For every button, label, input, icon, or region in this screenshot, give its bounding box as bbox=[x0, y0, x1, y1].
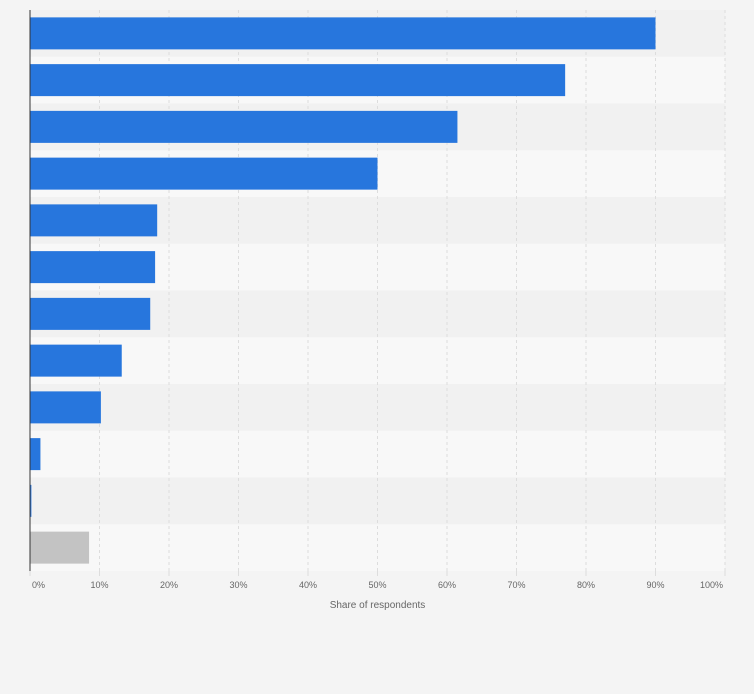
bar bbox=[30, 204, 158, 237]
x-tick-label: 90% bbox=[646, 580, 664, 590]
x-tick-label: 80% bbox=[577, 580, 595, 590]
x-axis-title: Share of respondents bbox=[330, 600, 426, 611]
x-tick-label: 40% bbox=[299, 580, 317, 590]
bars bbox=[30, 17, 656, 564]
bar bbox=[30, 297, 151, 330]
x-tick-label: 70% bbox=[507, 580, 525, 590]
bar bbox=[30, 344, 122, 377]
x-tick-label: 10% bbox=[90, 580, 108, 590]
bar bbox=[30, 17, 656, 50]
x-tick-label: 100% bbox=[700, 580, 723, 590]
bar bbox=[30, 531, 90, 564]
bar bbox=[30, 438, 41, 471]
bar bbox=[30, 251, 156, 284]
x-axis-ticks: 0% 10% 20% 30% 40% 50% 60% 70% 80% 90% 100% bbox=[29, 571, 726, 590]
bar bbox=[30, 484, 32, 517]
x-tick-label: 0% bbox=[32, 580, 45, 590]
x-tick-label: 60% bbox=[438, 580, 456, 590]
bar bbox=[30, 64, 566, 97]
x-tick-label: 30% bbox=[229, 580, 247, 590]
x-tick-label: 20% bbox=[160, 580, 178, 590]
bar bbox=[30, 157, 378, 190]
bar bbox=[30, 391, 101, 424]
x-tick-label: 50% bbox=[368, 580, 386, 590]
bar bbox=[30, 110, 458, 143]
